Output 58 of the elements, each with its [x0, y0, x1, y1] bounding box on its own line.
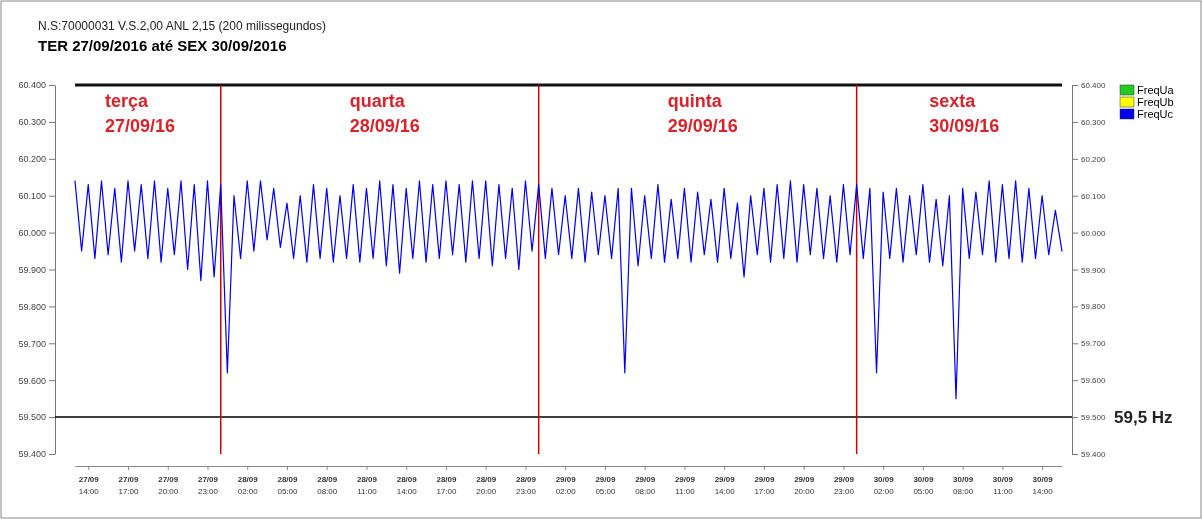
annotation: quarta 28/09/16	[349, 91, 420, 136]
annotation: quinta 29/09/16	[667, 91, 738, 136]
y2-tick-label: 60.300	[1081, 117, 1107, 127]
y2-tick-label: 59.800	[1081, 302, 1107, 312]
x-tick-label: 27/09 23:00	[197, 475, 219, 496]
y2-tick-label: 59.500	[1081, 413, 1107, 423]
x-tick-label: 30/09 05:00	[913, 475, 934, 496]
y2-tick-label: 59.900	[1081, 265, 1107, 275]
x-tick-label: 28/09 02:00	[237, 475, 259, 496]
x-tick-label: 29/09 05:00	[595, 475, 616, 496]
x-tick-label: 29/09 08:00	[635, 475, 656, 496]
y-tick-label: 59.700	[18, 338, 46, 349]
x-tick-label: 27/09 17:00	[118, 475, 140, 496]
chart-subtitle: N.S:70000031 V.S.2,00 ANL 2,15 (200 milissegundos)	[38, 19, 326, 33]
x-tick-label: 30/09 14:00	[1032, 475, 1054, 496]
legend-label: FreqUa	[1137, 84, 1175, 96]
x-tick-label: 28/09 11:00	[356, 475, 378, 496]
ref-line-label: 59,5 Hz	[1114, 408, 1173, 428]
x-tick-label: 30/09 11:00	[992, 475, 1014, 496]
x-tick-label: 29/09 02:00	[555, 475, 577, 496]
annotation: sexta 30/09/16	[929, 91, 1000, 136]
y-tick-label: 60.400	[18, 80, 46, 91]
chart-title: TER 27/09/2016 até SEX 30/09/2016	[38, 37, 287, 54]
y-tick-label: 59.600	[18, 375, 46, 386]
x-tick-label: 29/09 14:00	[714, 475, 736, 496]
x-tick-label: 28/09 17:00	[436, 475, 458, 496]
y2-tick-label: 59.600	[1081, 376, 1107, 386]
y-tick-label: 59.400	[18, 449, 46, 460]
x-tick-label: 28/09 14:00	[396, 475, 418, 496]
y2-tick-label: 60.400	[1081, 81, 1107, 91]
y-tick-label: 59.800	[18, 301, 46, 312]
y2-tick-label: 60.200	[1081, 154, 1107, 164]
x-tick-label: 29/09 20:00	[794, 475, 815, 496]
x-tick-label: 28/09 08:00	[317, 475, 338, 496]
y-tick-label: 60.300	[18, 117, 46, 128]
y-tick-label: 59.500	[18, 412, 46, 423]
x-tick-label: 29/09 23:00	[833, 475, 855, 496]
line-series	[74, 180, 1063, 400]
x-tick-label: 29/09 11:00	[674, 475, 696, 496]
x-tick-label: 28/09 20:00	[476, 475, 497, 496]
x-tick-label: 27/09 14:00	[78, 475, 100, 496]
x-tick-label: 28/09 05:00	[277, 475, 299, 496]
x-tick-label: 27/09 20:00	[158, 475, 179, 496]
y2-tick-label: 60.000	[1081, 228, 1107, 238]
y-tick-label: 60.100	[18, 191, 46, 202]
y2-tick-label: 59.700	[1081, 339, 1107, 349]
legend-label: FreqUb	[1137, 96, 1174, 108]
annotation: terça 27/09/16	[105, 91, 176, 136]
x-tick-label: 30/09 02:00	[873, 475, 895, 496]
y-tick-label: 60.000	[18, 227, 46, 238]
x-tick-label: 28/09 23:00	[515, 475, 537, 496]
x-tick-label: 30/09 08:00	[953, 475, 974, 496]
y2-tick-label: 59.400	[1081, 450, 1107, 460]
y-tick-label: 60.200	[18, 154, 46, 165]
y-tick-label: 59.900	[18, 264, 46, 275]
x-tick-label: 29/09 17:00	[754, 475, 775, 496]
y2-tick-label: 60.100	[1081, 191, 1107, 201]
legend-label: FreqUc	[1137, 108, 1174, 120]
